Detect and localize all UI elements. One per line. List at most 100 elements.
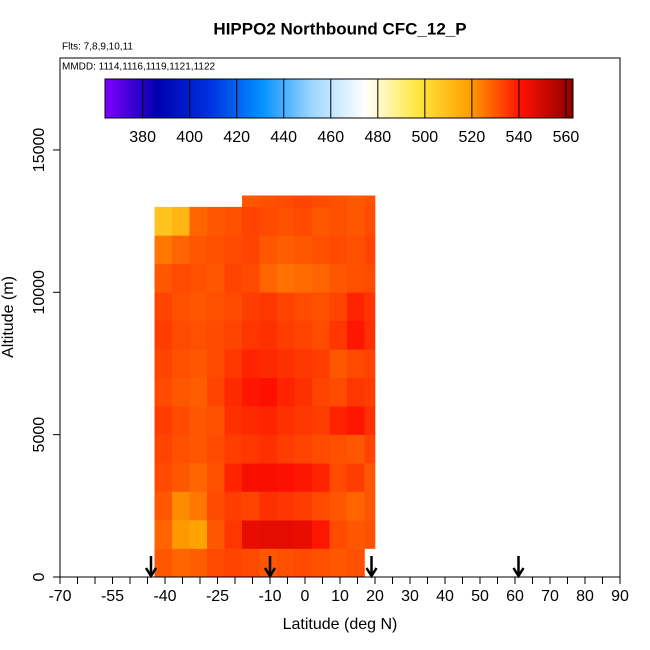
heatmap-cell <box>154 491 173 521</box>
arrow-head <box>144 567 158 579</box>
heatmap-cell <box>277 206 295 236</box>
heatmap-cell <box>207 292 225 322</box>
heatmap-cell <box>312 377 330 407</box>
y-axis-label: Altitude (m) <box>0 276 17 358</box>
y-tick-label: 5000 <box>31 417 48 453</box>
heatmap-cell <box>259 235 278 265</box>
heatmap-cell <box>329 263 348 293</box>
heatmap-cell <box>259 320 278 350</box>
heatmap-cell <box>154 206 173 236</box>
heatmap-cell <box>242 463 260 492</box>
heatmap-cell <box>189 292 208 322</box>
heatmap-cell <box>312 520 330 549</box>
heatmap-cell <box>242 263 260 293</box>
arrow-head <box>512 567 525 579</box>
colorbar-tick-label: 460 <box>317 129 344 146</box>
x-tick-label: 20 <box>366 588 384 605</box>
heatmap-cell <box>347 292 365 322</box>
arrow-head <box>263 567 277 579</box>
heatmap-cell <box>364 235 376 265</box>
x-tick-label: 70 <box>541 588 559 605</box>
heatmap-cell <box>294 520 313 549</box>
heatmap-cell <box>172 206 190 236</box>
heatmap-cell <box>364 263 376 293</box>
heatmap-cell <box>189 377 208 407</box>
heatmap-cell <box>154 235 173 265</box>
heatmap-cell <box>172 377 190 407</box>
heatmap-cell <box>172 463 190 492</box>
colorbar <box>104 78 574 119</box>
heatmap-cell <box>294 349 313 379</box>
colorbar-tick-label: 540 <box>506 129 533 146</box>
heatmap-cell <box>312 206 330 236</box>
heatmap-cell <box>312 406 330 435</box>
heatmap-cell <box>277 263 295 293</box>
heatmap-cell <box>154 406 173 435</box>
heatmap-cell <box>189 548 208 578</box>
heatmap-cell <box>207 349 225 379</box>
heatmap-cell <box>189 520 208 549</box>
heatmap-cell <box>259 195 278 208</box>
heatmap-cell <box>224 263 243 293</box>
heatmap-cell <box>347 463 365 492</box>
heatmap-cell <box>224 377 243 407</box>
heatmap-cell <box>277 292 295 322</box>
chart-title: HIPPO2 Northbound CFC_12_P <box>213 19 466 38</box>
heatmap-cell <box>364 434 376 464</box>
heatmap-cell <box>312 434 330 464</box>
heatmap-cell <box>224 548 243 578</box>
heatmap-cell <box>294 263 313 293</box>
heatmap-cell <box>172 292 190 322</box>
colorbar-tick-label: 380 <box>129 129 156 146</box>
x-tick-label: -40 <box>153 588 176 605</box>
heatmap-cell <box>154 463 173 492</box>
heatmap-cell <box>207 434 225 464</box>
heatmap-cell <box>294 195 313 208</box>
heatmap-cell <box>242 491 260 521</box>
heatmap-cell <box>364 406 376 435</box>
heatmap-cell <box>207 206 225 236</box>
heatmap-cell <box>294 463 313 492</box>
heatmap-cell <box>224 491 243 521</box>
heatmap-cell <box>189 235 208 265</box>
colorbar-tick-label: 440 <box>270 129 297 146</box>
heatmap-cell <box>364 377 376 407</box>
colorbar-tick-label: 500 <box>411 129 438 146</box>
y-tick-label: 10000 <box>31 270 48 315</box>
heatmap-cell <box>207 320 225 350</box>
heatmap-cell <box>242 195 260 208</box>
x-tick-label: 60 <box>506 588 524 605</box>
heatmap-cell <box>259 206 278 236</box>
heatmap-cell <box>224 235 243 265</box>
heatmap-cell <box>224 406 243 435</box>
heatmap-cell <box>347 206 365 236</box>
heatmap-cell <box>277 491 295 521</box>
heatmap-cell <box>207 263 225 293</box>
heatmap-cell <box>312 349 330 379</box>
heatmap-cell <box>364 491 376 521</box>
heatmap-cell <box>329 349 348 379</box>
heatmap-cell <box>347 520 365 549</box>
heatmap-cell <box>277 235 295 265</box>
arrow-marker <box>365 556 378 579</box>
heatmap-cell <box>207 491 225 521</box>
heatmap-cell <box>207 377 225 407</box>
heatmap-cell <box>277 377 295 407</box>
heatmap-cell <box>154 320 173 350</box>
x-tick-label: 90 <box>611 588 629 605</box>
x-tick-label: -10 <box>258 588 281 605</box>
heatmap-cell <box>329 292 348 322</box>
heatmap-cell <box>259 406 278 435</box>
heatmap-cell <box>329 434 348 464</box>
heatmap-cell <box>259 434 278 464</box>
heatmap-cell <box>172 349 190 379</box>
heatmap-cell <box>364 292 376 322</box>
heatmap-cell <box>329 548 348 578</box>
heatmap-cell <box>259 491 278 521</box>
heatmap-cell <box>207 548 225 578</box>
heatmap-cell <box>277 548 295 578</box>
arrow-marker <box>263 556 277 579</box>
heatmap-cell <box>347 263 365 293</box>
heatmap-cell <box>347 406 365 435</box>
